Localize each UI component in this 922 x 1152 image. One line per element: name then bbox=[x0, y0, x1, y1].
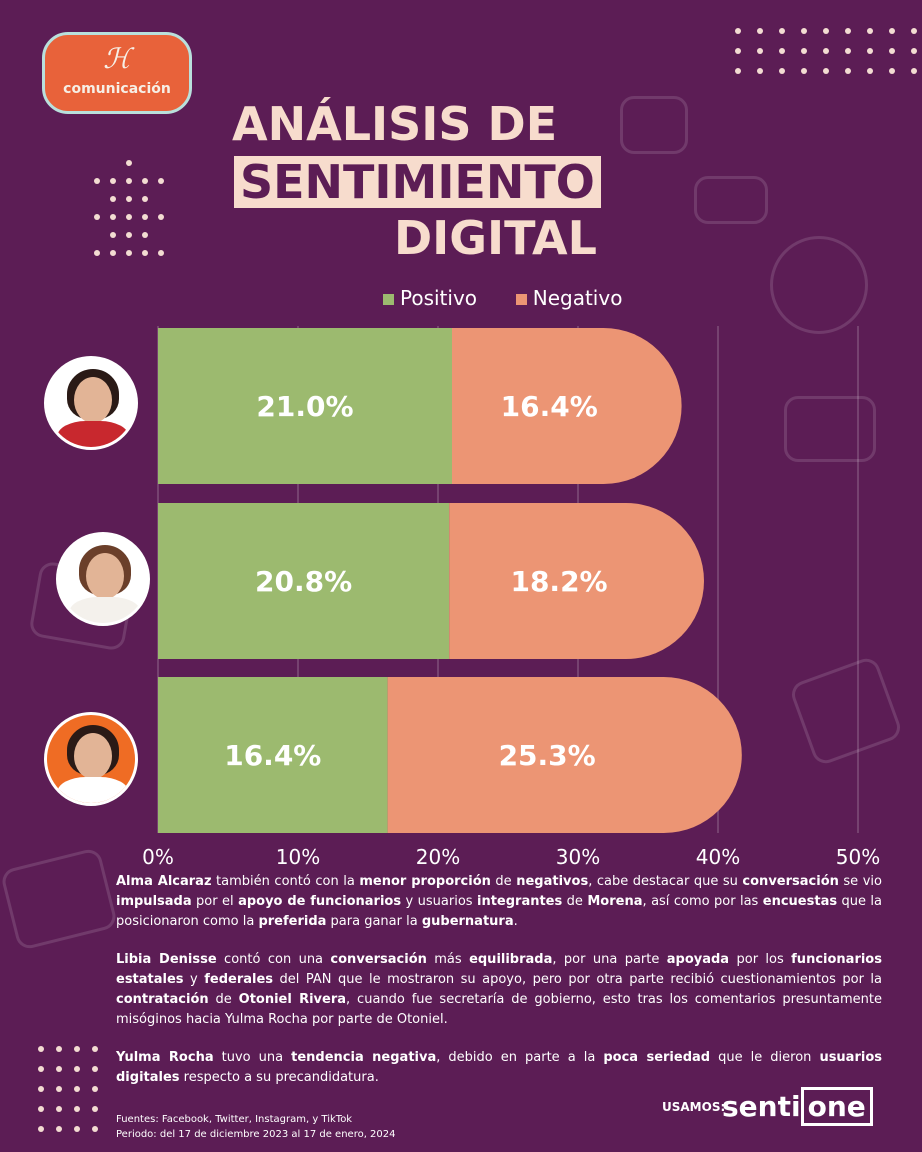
heart-chat-icon bbox=[694, 176, 768, 224]
p1-run: de bbox=[562, 894, 588, 909]
analysis-paragraph-libia: Libia Denisse contó con una conversación… bbox=[116, 950, 882, 1030]
p1-run: menor proporción bbox=[359, 874, 491, 889]
p1-run: impulsada bbox=[116, 894, 192, 909]
sources-note: Fuentes: Facebook, Twitter, Instagram, y… bbox=[116, 1112, 396, 1142]
bar-negative bbox=[387, 677, 742, 833]
p1-run: Alma Alcaraz bbox=[116, 874, 212, 889]
p2-run: , cuando fue secretaría de gobierno, est… bbox=[116, 992, 883, 1027]
page-title-line-2: SENTIMIENTO bbox=[234, 156, 601, 208]
p2-run: por los bbox=[729, 952, 792, 967]
data-label-negative: 16.4% bbox=[501, 390, 598, 423]
period-text: Periodo: del 17 de diciembre 2023 al 17 … bbox=[116, 1129, 396, 1140]
sentione-right: one bbox=[800, 1087, 873, 1126]
legend-label-positive: Positivo bbox=[400, 286, 478, 310]
p1-run: gubernatura bbox=[421, 914, 514, 929]
sentione-left: senti bbox=[722, 1090, 801, 1123]
p2-run: más bbox=[426, 952, 470, 967]
p3-run: Yulma Rocha bbox=[116, 1050, 214, 1065]
usamos-label: USAMOS: bbox=[662, 1100, 726, 1114]
p1-run: por el bbox=[191, 894, 239, 909]
p3-run: respecto a su precandidatura. bbox=[179, 1070, 379, 1085]
p2-run: de bbox=[208, 992, 239, 1007]
legend-swatch-negative bbox=[515, 294, 527, 305]
bar-negative bbox=[452, 328, 682, 484]
p2-run: federales bbox=[204, 972, 274, 987]
x-tick-label: 20% bbox=[416, 845, 460, 869]
p2-run: contó con una bbox=[216, 952, 331, 967]
p1-run: encuestas bbox=[762, 894, 838, 909]
data-label-negative: 18.2% bbox=[510, 565, 607, 598]
dot-grid bbox=[38, 1046, 98, 1132]
dot-arrow bbox=[94, 160, 164, 256]
p1-run: preferida bbox=[258, 914, 327, 929]
p1-run: para ganar la bbox=[326, 914, 422, 929]
p1-run: negativos bbox=[516, 874, 589, 889]
analysis-paragraph-alma: Alma Alcaraz también contó con la menor … bbox=[116, 872, 882, 932]
x-tick-label: 40% bbox=[696, 845, 740, 869]
p2-run: , por una parte bbox=[552, 952, 667, 967]
data-label-positive: 21.0% bbox=[256, 390, 353, 423]
p1-run: , así como por las bbox=[642, 894, 763, 909]
dot-grid bbox=[735, 28, 917, 74]
heart-chat-icon bbox=[784, 396, 876, 462]
p1-run: conversación bbox=[742, 874, 839, 889]
avatar-libia-denisse bbox=[56, 532, 150, 626]
p2-run: apoyada bbox=[666, 952, 730, 967]
user-add-icon bbox=[770, 236, 868, 334]
heart-chat-icon bbox=[620, 96, 688, 154]
p2-run: conversación bbox=[330, 952, 427, 967]
chart-legend: Positivo Negativo bbox=[383, 286, 622, 310]
x-tick-label: 30% bbox=[556, 845, 600, 869]
x-tick-label: 10% bbox=[276, 845, 320, 869]
brand-logo: ℋ comunicación bbox=[42, 32, 192, 114]
p3-run: tendencia negativa bbox=[291, 1050, 437, 1065]
data-label-positive: 16.4% bbox=[224, 739, 321, 772]
legend-label-negative: Negativo bbox=[532, 286, 623, 310]
page-title-line-1: ANÁLISIS DE bbox=[232, 97, 558, 151]
p1-run: que la posicionaron como la bbox=[116, 894, 883, 929]
x-tick-label: 50% bbox=[836, 845, 880, 869]
sentione-logo: senti one bbox=[722, 1087, 873, 1126]
analysis-paragraph-yulma: Yulma Rocha tuvo una tendencia negativa,… bbox=[116, 1048, 882, 1088]
p1-run: se vio bbox=[838, 874, 882, 889]
legend-swatch-positive bbox=[383, 294, 394, 305]
p1-run: de bbox=[490, 874, 517, 889]
p2-run: y bbox=[183, 972, 205, 987]
logo-text: comunicación bbox=[63, 81, 171, 97]
data-label-negative: 25.3% bbox=[499, 739, 596, 772]
p1-run: integrantes bbox=[476, 894, 563, 909]
bar-positive bbox=[158, 677, 388, 833]
avatar-yulma-rocha bbox=[44, 712, 138, 806]
page-title-line-3: DIGITAL bbox=[394, 211, 597, 265]
p3-run: tuvo una bbox=[213, 1050, 292, 1065]
logo-mark: ℋ bbox=[103, 42, 131, 75]
p2-run: equilibrada bbox=[469, 952, 553, 967]
data-label-positive: 20.8% bbox=[255, 565, 352, 598]
p1-run: Morena bbox=[587, 894, 643, 909]
avatar-alma-alcaraz bbox=[44, 356, 138, 450]
sources-text: Fuentes: Facebook, Twitter, Instagram, y… bbox=[116, 1114, 353, 1125]
p3-run: , debido en parte a la bbox=[436, 1050, 604, 1065]
p1-run: apoyo de funcionarios bbox=[238, 894, 402, 909]
p2-run: contratación bbox=[116, 992, 209, 1007]
p3-run: poca seriedad bbox=[603, 1050, 711, 1065]
p3-run: usuarios digitales bbox=[116, 1050, 882, 1085]
p2-run: Otoniel Rivera bbox=[238, 992, 347, 1007]
p2-run: Libia Denisse bbox=[116, 952, 217, 967]
p2-run: funcionarios estatales bbox=[116, 952, 882, 987]
p2-run: del PAN que le mostraron su apoyo, pero … bbox=[273, 972, 882, 987]
p3-run: que le dieron bbox=[710, 1050, 820, 1065]
x-tick-label: 0% bbox=[142, 845, 174, 869]
p1-run: y usuarios bbox=[401, 894, 477, 909]
p1-run: . bbox=[513, 914, 518, 929]
bar-negative bbox=[449, 503, 704, 659]
p1-run: , cabe destacar que su bbox=[588, 874, 743, 889]
bar-positive bbox=[158, 503, 450, 659]
bar-positive bbox=[158, 328, 452, 484]
p1-run: también contó con la bbox=[211, 874, 360, 889]
